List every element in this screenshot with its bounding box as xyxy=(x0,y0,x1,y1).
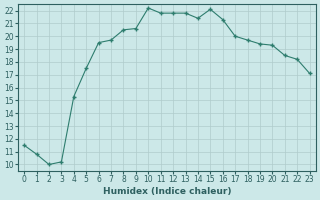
X-axis label: Humidex (Indice chaleur): Humidex (Indice chaleur) xyxy=(103,187,231,196)
